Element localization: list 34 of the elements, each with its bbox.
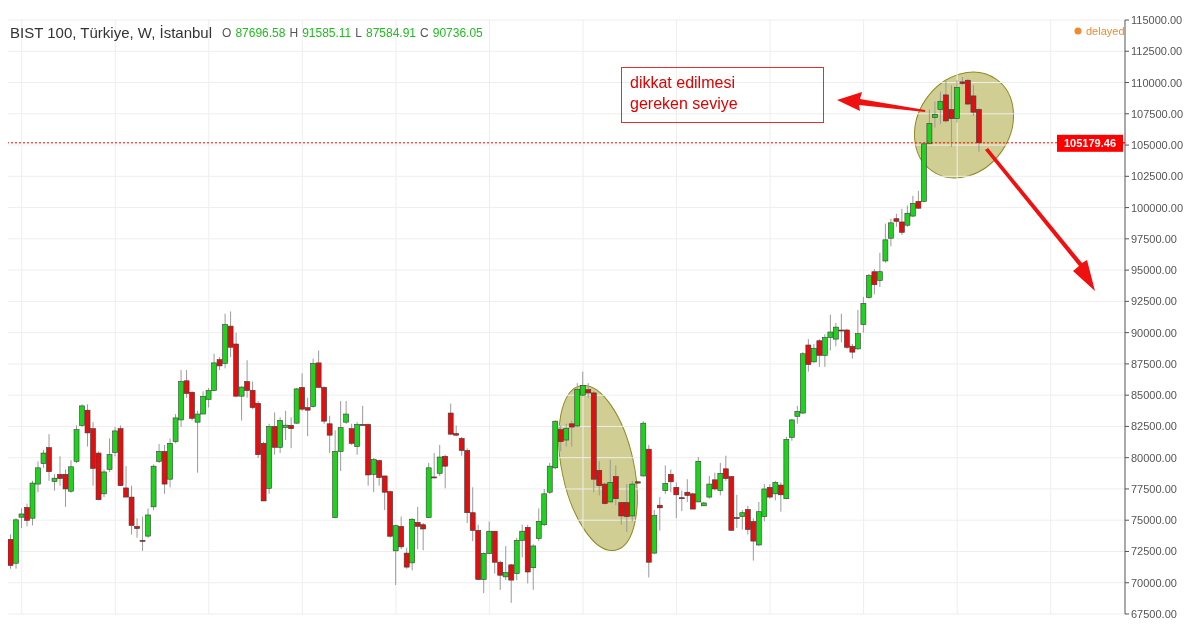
y-tick-label: 100000.00 xyxy=(1131,201,1183,214)
candlestick xyxy=(145,507,151,539)
text: O 87696.58 H 91585.11 L 87584.91 C 90736.05 xyxy=(222,25,483,40)
y-tick-label: 72500.00 xyxy=(1131,545,1177,558)
y-tick-label: 77500.00 xyxy=(1131,482,1177,495)
y-tick-label: 87500.00 xyxy=(1131,357,1177,370)
y-tick-label: 67500.00 xyxy=(1131,608,1177,620)
y-tick-label: 107500.00 xyxy=(1131,107,1183,120)
y-tick-label: 75000.00 xyxy=(1131,514,1177,527)
candlestick xyxy=(673,481,680,519)
ref-line-label: 105179.46 xyxy=(1064,137,1116,150)
candlestick xyxy=(662,464,669,495)
y-tick-label: 85000.00 xyxy=(1131,389,1177,402)
candlestick xyxy=(860,296,867,334)
candlestick xyxy=(668,468,674,493)
candlestick xyxy=(343,400,349,425)
annotation: delayed xyxy=(1086,25,1125,37)
candlestick xyxy=(656,496,663,532)
y-tick-label: 105000.00 xyxy=(1131,139,1183,152)
y-tick-label: 110000.00 xyxy=(1131,76,1183,89)
y-tick-label: 92500.00 xyxy=(1131,295,1177,308)
y-tick-label: 115000.00 xyxy=(1131,14,1183,26)
y-tick-label: 80000.00 xyxy=(1131,451,1177,464)
candlestick xyxy=(706,475,713,500)
y-tick-label: 70000.00 xyxy=(1131,576,1177,589)
y-tick-label: 97500.00 xyxy=(1131,232,1177,245)
candlestick xyxy=(139,516,146,552)
chart-title: BIST 100, Türkiye, W, İstanbul xyxy=(10,24,213,41)
y-tick-label: 112500.00 xyxy=(1131,45,1183,58)
y-tick-label: 82500.00 xyxy=(1131,420,1177,433)
y-tick-label: 95000.00 xyxy=(1131,264,1177,277)
callout-box: dikkat edilmesi gereken seviye xyxy=(621,67,824,123)
y-tick-label: 102500.00 xyxy=(1131,170,1183,183)
y-tick-label: 90000.00 xyxy=(1131,326,1177,339)
